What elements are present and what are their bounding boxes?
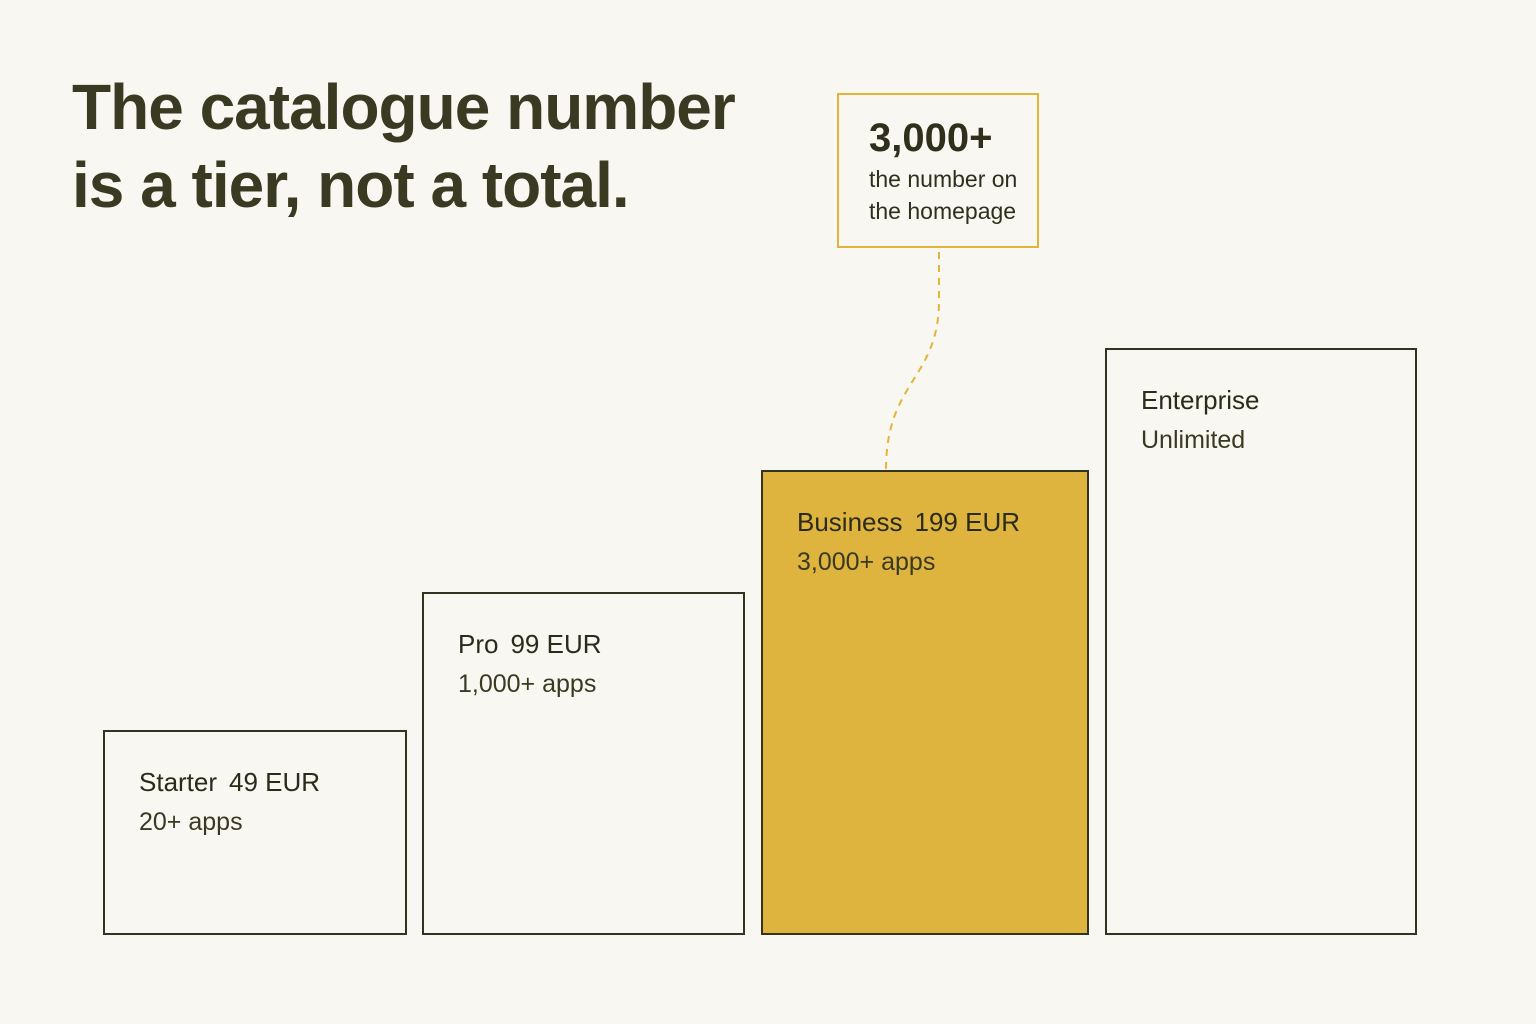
tier-price: 199 EUR — [914, 507, 1021, 537]
tier-heading: Pro 99 EUR — [458, 624, 743, 664]
callout-caption-line-1: the number on — [869, 166, 1018, 192]
tier-heading: Business 199 EUR — [797, 502, 1087, 542]
tier-business: Business 199 EUR 3,000+ apps — [761, 470, 1089, 935]
homepage-number-callout: 3,000+ the number on the homepage — [837, 93, 1039, 248]
tier-app-count: Unlimited — [1141, 426, 1246, 454]
tier-heading: Enterprise — [1141, 380, 1415, 420]
headline-line-2: is a tier, not a total. — [72, 149, 630, 221]
tier-starter: Starter 49 EUR 20+ apps — [103, 730, 407, 935]
tier-name: Pro — [458, 629, 499, 659]
tier-name: Starter — [139, 767, 218, 797]
tier-app-count: 20+ apps — [139, 808, 243, 836]
tier-price: 49 EUR — [229, 767, 321, 797]
tier-pro: Pro 99 EUR 1,000+ apps — [422, 592, 745, 935]
tier-heading: Starter 49 EUR — [139, 762, 405, 802]
callout-value: 3,000+ — [869, 116, 993, 160]
dashed-connector-line — [885, 252, 940, 471]
headline: The catalogue number is a tier, not a to… — [72, 68, 736, 224]
tier-app-count: 3,000+ apps — [797, 548, 936, 576]
tier-price: 99 EUR — [510, 629, 602, 659]
headline-line-1: The catalogue number — [72, 71, 736, 143]
callout-caption-line-2: the homepage — [869, 198, 1017, 224]
tier-enterprise: Enterprise Unlimited — [1105, 348, 1417, 935]
tier-name: Enterprise — [1141, 385, 1260, 415]
tier-name: Business — [797, 507, 903, 537]
tier-app-count: 1,000+ apps — [458, 670, 597, 698]
